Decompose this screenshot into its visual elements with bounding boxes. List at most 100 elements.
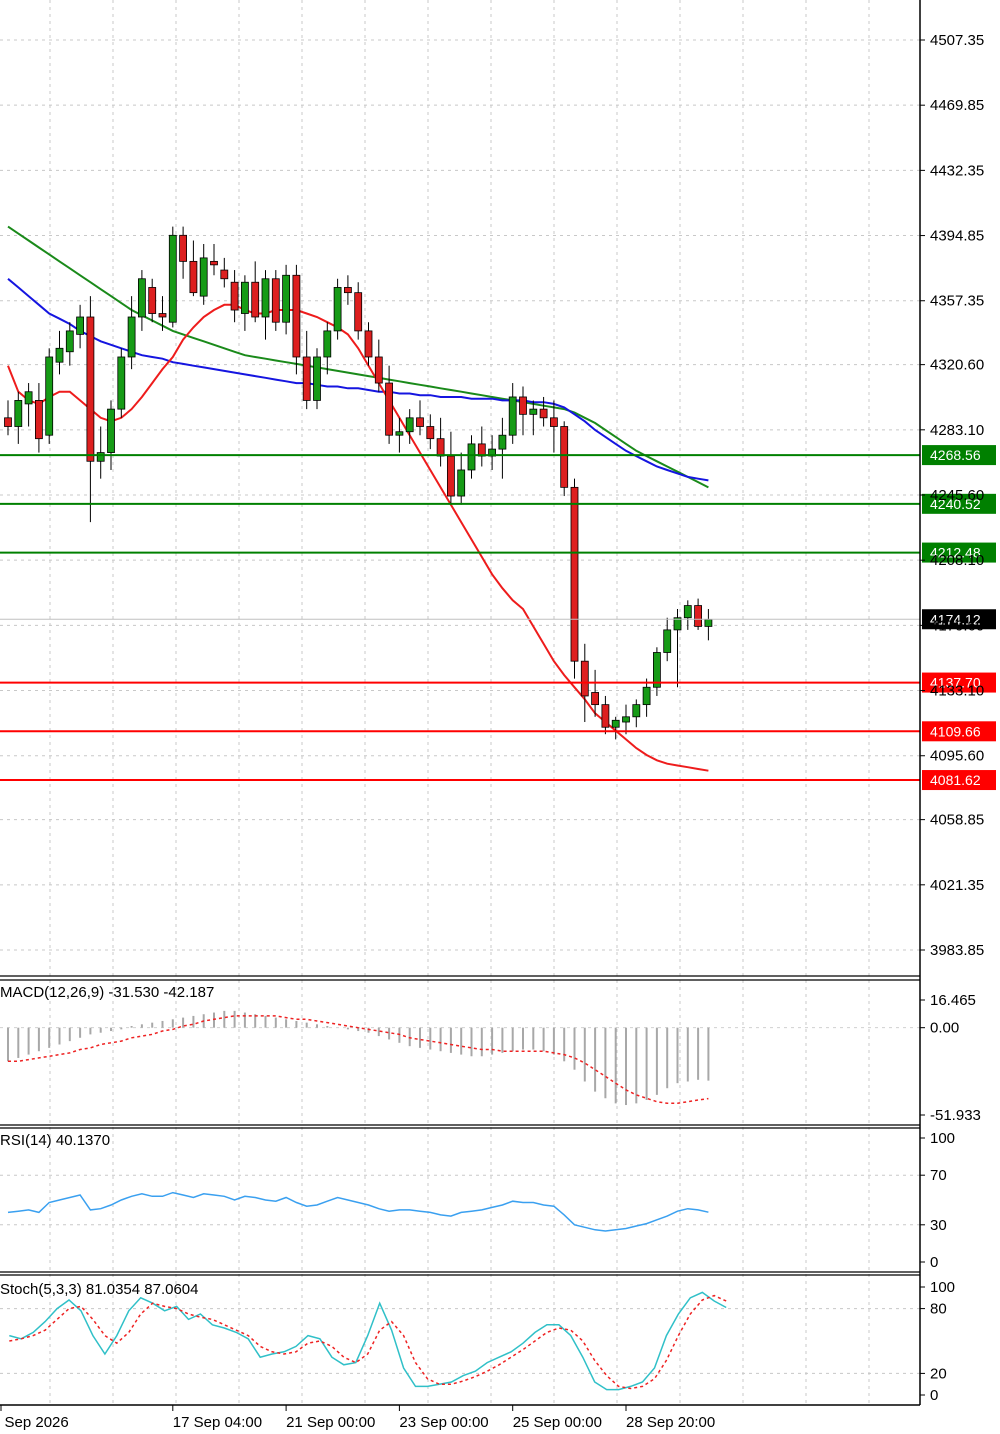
rsi-tick-label: 100 bbox=[930, 1130, 955, 1147]
level-tag bbox=[922, 542, 996, 563]
main-price-pane: 4268.56 4240.52 4212.48 4137.70 4109.66 4081.… bbox=[0, 225, 996, 791]
candle-bull bbox=[508, 396, 517, 436]
candle-bull bbox=[261, 278, 270, 318]
candle-bear bbox=[601, 704, 610, 728]
price-tick-label: 4507.35 bbox=[930, 32, 984, 49]
candle-bear bbox=[86, 316, 95, 462]
level-tag bbox=[922, 672, 996, 693]
candle-bull bbox=[611, 719, 620, 728]
candle-bear bbox=[189, 260, 198, 294]
candle-bear bbox=[179, 234, 188, 262]
stoch-k-line bbox=[9, 1291, 727, 1391]
stoch-label: Stoch(5,3,3) 81.0354 87.0604 bbox=[0, 1281, 199, 1298]
macd-tick-label: 16.465 bbox=[930, 992, 976, 1009]
stoch-tick-label: 0 bbox=[930, 1387, 938, 1404]
candle-bear bbox=[271, 278, 280, 323]
candle-bull bbox=[333, 287, 342, 332]
rsi-pane: RSI(14) 40.1370 bbox=[0, 1132, 709, 1232]
candle-bear bbox=[210, 260, 218, 266]
macd-tick-label: 0.00 bbox=[930, 1020, 959, 1037]
price-tick-label: 4208.10 bbox=[930, 552, 984, 569]
candle-bear bbox=[426, 426, 435, 440]
candle-bull bbox=[642, 686, 651, 706]
stoch-tick-label: 20 bbox=[930, 1365, 947, 1382]
price-tick-label: 4394.85 bbox=[930, 228, 984, 245]
level-tag bbox=[922, 721, 996, 742]
chart-grid bbox=[0, 0, 920, 1405]
candle-bull bbox=[127, 316, 136, 358]
level-tag-label: 4109.66 bbox=[930, 723, 981, 739]
stoch-tick-label: 80 bbox=[930, 1301, 947, 1318]
candle-bear bbox=[446, 455, 455, 497]
candlesticks bbox=[4, 226, 713, 740]
price-tick-label: 4357.35 bbox=[930, 293, 984, 310]
level-lines: 4268.56 4240.52 4212.48 4137.70 4109.66 4081.… bbox=[0, 445, 996, 791]
price-tick-label: 4133.10 bbox=[930, 683, 984, 700]
level-tag bbox=[922, 493, 996, 514]
level-tag-label: 4081.62 bbox=[930, 772, 981, 788]
time-tick-label: 17 Sep 04:00 bbox=[173, 1414, 262, 1431]
price-tick-label: 4245.60 bbox=[930, 487, 984, 504]
candle-bear bbox=[148, 287, 157, 314]
rsi-tick-label: 0 bbox=[930, 1254, 938, 1271]
candle-bear bbox=[539, 408, 548, 419]
ma-green-line bbox=[7, 225, 709, 489]
candle-bull bbox=[76, 316, 84, 335]
time-tick-label: 21 Sep 00:00 bbox=[286, 1414, 375, 1431]
time-tick-label: 23 Sep 00:00 bbox=[399, 1414, 488, 1431]
level-tag-label: 4212.48 bbox=[930, 545, 981, 561]
candle-bull bbox=[653, 652, 661, 688]
macd-signal-line bbox=[8, 1015, 709, 1105]
candle-bull bbox=[24, 391, 33, 405]
ma-blue-line bbox=[7, 278, 709, 482]
stoch-tick-label: 100 bbox=[930, 1279, 955, 1296]
rsi-label: RSI(14) 40.1370 bbox=[0, 1132, 110, 1149]
rsi-line bbox=[7, 1191, 709, 1232]
candle-bear bbox=[591, 692, 599, 706]
price-tick-label: 4320.60 bbox=[930, 357, 984, 374]
candle-bull bbox=[622, 716, 630, 723]
candle-bull bbox=[55, 347, 64, 363]
candle-bull bbox=[107, 408, 115, 453]
rsi-tick-label: 70 bbox=[930, 1167, 947, 1184]
rsi-tick-label: 30 bbox=[930, 1217, 947, 1234]
price-tick-label: 4283.10 bbox=[930, 422, 984, 439]
candle-bull bbox=[683, 605, 692, 619]
candle-bear bbox=[354, 292, 363, 332]
time-tick-label: 28 Sep 20:00 bbox=[626, 1414, 715, 1431]
candle-bear bbox=[560, 426, 569, 488]
candle-bear bbox=[570, 486, 579, 662]
candle-bear bbox=[374, 356, 383, 384]
level-tag bbox=[922, 770, 996, 791]
macd-pane: MACD(12,26,9) -31.530 -42.187 bbox=[0, 984, 710, 1106]
candle-bull bbox=[45, 356, 54, 436]
level-tag-label: 4137.70 bbox=[930, 675, 981, 691]
candle-bull bbox=[323, 330, 332, 358]
candle-bull bbox=[673, 617, 682, 631]
stoch-d-line bbox=[9, 1294, 727, 1390]
candle-bear bbox=[251, 281, 260, 318]
candle-bull bbox=[199, 257, 208, 297]
candle-bull bbox=[529, 408, 538, 415]
candle-bull bbox=[498, 434, 507, 450]
ma-red-line bbox=[7, 303, 709, 772]
candle-bear bbox=[343, 287, 352, 294]
candle-bear bbox=[550, 417, 558, 427]
candle-bull bbox=[96, 452, 105, 462]
candle-bear bbox=[694, 605, 702, 627]
candle-bull bbox=[313, 356, 321, 401]
time-tick-label: 6 Sep 2026 bbox=[0, 1414, 69, 1431]
level-tag-label: 4240.52 bbox=[930, 496, 981, 512]
candle-bull bbox=[137, 278, 146, 318]
price-tick-label: 4058.85 bbox=[930, 812, 984, 829]
price-tick-label: 3983.85 bbox=[930, 942, 984, 959]
candle-bear bbox=[385, 382, 394, 436]
candle-bull bbox=[117, 356, 126, 410]
candle-bull bbox=[663, 629, 672, 653]
price-tick-label: 4432.35 bbox=[930, 162, 984, 179]
level-tag-label: 4268.56 bbox=[930, 447, 981, 463]
price-axis: 4507.35 4469.85 4432.35 4394.85 4357.35 4320.… bbox=[920, 32, 984, 1404]
candle-bull bbox=[65, 330, 74, 353]
stoch-pane: Stoch(5,3,3) 81.0354 87.0604 bbox=[0, 1281, 727, 1391]
